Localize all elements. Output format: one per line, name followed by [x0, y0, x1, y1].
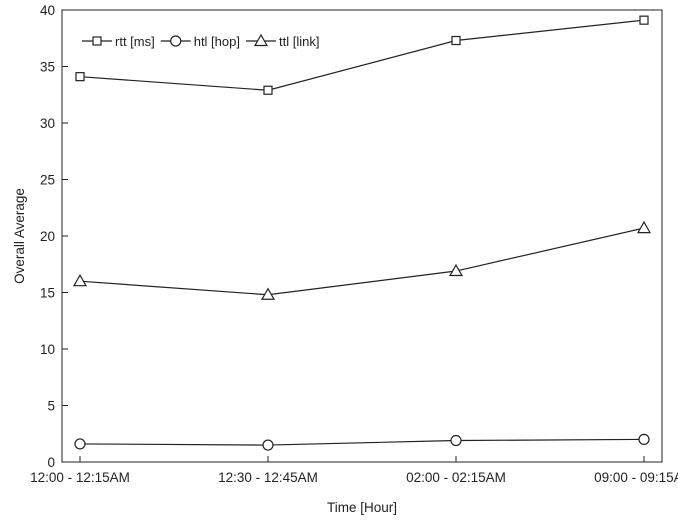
legend-item: rtt [ms] — [82, 34, 155, 49]
y-tick-label: 20 — [40, 229, 55, 244]
series-square — [75, 15, 649, 95]
legend-label: htl [hop] — [194, 34, 240, 49]
series-triangle — [72, 220, 652, 300]
y-tick-label: 35 — [40, 60, 55, 75]
y-tick-label: 5 — [47, 399, 55, 414]
legend-label: ttl [link] — [279, 34, 319, 49]
data-point-square — [263, 85, 273, 95]
data-point-triangle — [636, 220, 652, 234]
legend-item: htl [hop] — [160, 34, 240, 49]
legend-marker-circle — [170, 35, 182, 47]
plot-area — [61, 9, 663, 463]
data-point-triangle — [448, 263, 464, 277]
y-tick-label: 0 — [47, 455, 55, 470]
legend-item: ttl [link] — [245, 33, 319, 49]
legend-marker-triangle — [253, 33, 269, 47]
y-axis-label: Overall Average — [12, 188, 27, 284]
data-point-triangle — [72, 273, 88, 287]
x-tick-label: 02:00 - 02:15AM — [406, 470, 506, 485]
data-point-square — [451, 35, 461, 46]
data-point-square — [75, 72, 85, 82]
series-circle — [74, 433, 650, 451]
y-tick-label: 15 — [40, 286, 55, 301]
data-point-triangle — [260, 287, 276, 300]
series-layer — [72, 15, 652, 451]
y-tick-label: 25 — [40, 173, 55, 188]
legend-marker-square — [92, 36, 102, 46]
y-tick-label: 10 — [40, 342, 55, 357]
x-tick-label: 12:30 - 12:45AM — [218, 470, 318, 485]
legend: rtt [ms] htl [hop] ttl [link] — [82, 33, 319, 49]
data-point-circle — [74, 438, 86, 450]
x-tick-label: 09:00 - 09:15AM — [594, 470, 678, 485]
series-line — [79, 438, 645, 446]
y-axis: 0 5 10 15 20 25 30 35 40 — [40, 3, 68, 470]
x-tick-label: 12:00 - 12:15AM — [30, 470, 130, 485]
data-point-circle — [638, 433, 650, 445]
legend-label: rtt [ms] — [115, 34, 155, 49]
data-point-square — [639, 15, 649, 25]
data-point-circle — [450, 434, 462, 447]
x-axis-label: Time [Hour] — [327, 500, 397, 515]
y-tick-label: 40 — [40, 3, 55, 18]
x-axis: 12:00 - 12:15AM 12:30 - 12:45AM 02:00 - 02… — [30, 456, 678, 485]
series-line — [79, 19, 645, 91]
data-point-circle — [262, 439, 274, 451]
series-line — [79, 227, 645, 296]
y-tick-label: 30 — [40, 116, 55, 131]
